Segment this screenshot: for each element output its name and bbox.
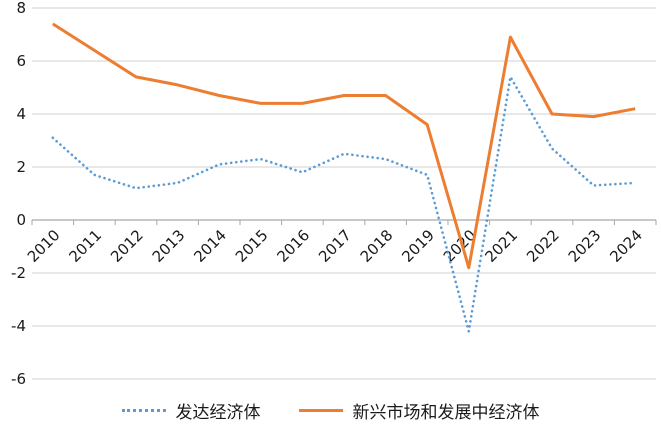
y-tick-label: 8: [16, 0, 26, 17]
legend-item-advanced: 发达经济体: [121, 398, 261, 423]
y-tick-label: 4: [16, 105, 26, 123]
series-line-0: [51, 75, 637, 333]
x-tick-label: 2014: [190, 226, 230, 266]
x-tick-label: 2016: [273, 226, 313, 266]
x-tick-label: 2013: [149, 226, 189, 266]
x-tick-label: 2023: [565, 226, 605, 266]
y-tick-label: -2: [11, 264, 26, 282]
legend: 发达经济体 新兴市场和发展中经济体: [0, 398, 661, 423]
legend-swatch-solid: [298, 409, 343, 412]
x-tick-label: 2017: [315, 226, 355, 266]
y-tick-label: -4: [11, 317, 26, 335]
x-tick-label: 2015: [232, 226, 272, 266]
legend-label: 发达经济体: [175, 403, 261, 423]
legend-swatch-dotted: [121, 409, 166, 412]
y-tick-label: 6: [16, 52, 26, 70]
x-tick-label: 2011: [65, 226, 105, 266]
y-tick-label: -6: [11, 370, 26, 388]
x-tick-label: 2010: [24, 226, 64, 266]
y-tick-label: 2: [16, 158, 26, 176]
y-tick-label: 0: [16, 211, 26, 229]
x-tick-label: 2024: [606, 226, 646, 266]
x-tick-label: 2018: [357, 226, 397, 266]
x-tick-label: 2021: [481, 226, 521, 266]
series-line-1: [51, 22, 636, 270]
legend-label: 新兴市场和发展中经济体: [352, 403, 540, 423]
x-tick-label: 2019: [398, 226, 438, 266]
legend-item-emerging: 新兴市场和发展中经济体: [298, 398, 540, 423]
x-tick-label: 2012: [107, 226, 147, 266]
x-tick-label: 2022: [523, 226, 563, 266]
